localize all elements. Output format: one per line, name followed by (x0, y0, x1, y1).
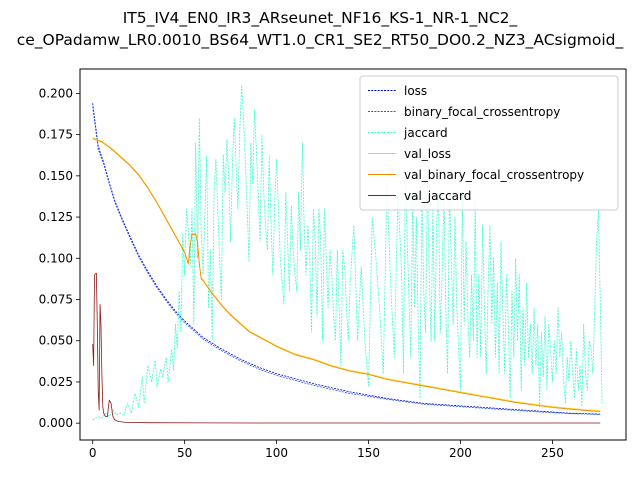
plot-frame (79, 68, 627, 441)
series-line-val-binary-focal-crossentropy (92, 138, 601, 413)
y-tick-label: 0.025 (39, 375, 73, 389)
y-tick-label: 0.075 (39, 293, 73, 307)
x-axis: 0 50 100 150 200 250 (89, 440, 564, 460)
chart-title-line-1: IT5_IV4_EN0_IR3_ARseunet_NF16_KS-1_NR-1_… (122, 9, 518, 27)
x-tick-label: 0 (89, 446, 97, 460)
series-line-binary-focal-crossentropy (92, 106, 601, 415)
x-tick-label: 50 (177, 446, 192, 460)
y-tick-label: 0.150 (39, 169, 73, 183)
series-layer (92, 84, 603, 424)
y-tick-label: 0.100 (39, 251, 73, 265)
series-line-jaccard (92, 84, 603, 421)
legend-label: val_binary_focal_crossentropy (404, 168, 584, 182)
series-line-loss (92, 103, 601, 415)
y-tick-label: 0.125 (39, 210, 73, 224)
legend-box (359, 75, 619, 211)
legend-label: val_jaccard (404, 189, 471, 203)
legend-label: val_loss (404, 147, 451, 161)
legend-label: loss (404, 84, 427, 98)
y-axis: 0.000 0.025 0.050 0.075 0.100 0.125 0.150 0.175… (39, 86, 80, 430)
x-tick-label: 150 (357, 446, 380, 460)
y-tick-label: 0.200 (39, 86, 73, 100)
series-line-val-jaccard (92, 272, 601, 424)
y-tick-label: 0.000 (39, 416, 73, 430)
x-tick-label: 250 (541, 446, 564, 460)
x-tick-label: 200 (449, 446, 472, 460)
legend-label: jaccard (403, 126, 448, 140)
x-tick-label: 100 (265, 446, 288, 460)
y-tick-label: 0.050 (39, 334, 73, 348)
y-tick-label: 0.175 (39, 128, 73, 142)
legend-label: binary_focal_crossentropy (404, 105, 560, 119)
chart-title-line-2: ce_OPadamw_LR0.0010_BS64_WT1.0_CR1_SE2_R… (16, 31, 624, 49)
